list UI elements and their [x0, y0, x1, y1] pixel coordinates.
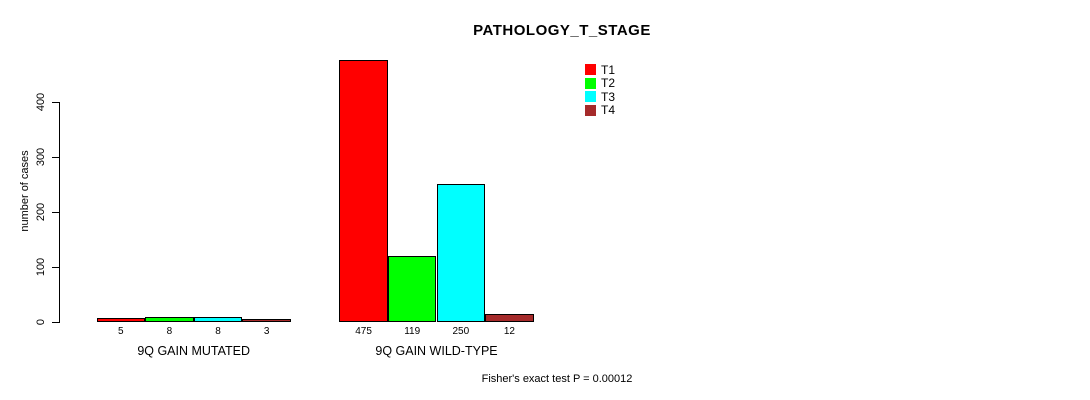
bar-t1-wildtype: [339, 59, 388, 322]
y-axis-tick-label: 100: [35, 257, 47, 277]
legend-label: T2: [601, 76, 616, 91]
x-category-label: 9Q GAIN MUTATED: [137, 344, 251, 358]
y-axis-tick: [52, 157, 59, 158]
bar-t3-mutated: [193, 316, 243, 322]
legend-label: T1: [601, 62, 616, 77]
bar-t2-wildtype: [387, 255, 437, 322]
y-axis-tick-label: 200: [35, 202, 47, 222]
y-axis-tick-label: 400: [35, 92, 47, 112]
bar-value-label: 3: [263, 326, 270, 337]
y-axis-tick: [52, 102, 59, 103]
bar-t4-mutated: [242, 319, 291, 322]
legend-swatch-t1: [585, 64, 596, 76]
y-axis-tick: [52, 322, 59, 323]
y-axis-line: [59, 102, 60, 323]
chart-title: PATHOLOGY_T_STAGE: [473, 22, 651, 39]
bar-value-label: 250: [452, 326, 470, 337]
legend-swatch-t3: [585, 91, 596, 103]
legend-item-t4: T4: [585, 104, 615, 118]
legend-swatch-t2: [585, 77, 596, 89]
legend-item-t1: T1: [585, 63, 615, 77]
legend-label: T3: [601, 89, 616, 104]
y-axis-label: number of cases: [19, 150, 31, 232]
x-category-label: 9Q GAIN WILD-TYPE: [375, 344, 498, 358]
y-axis-tick-label: 0: [35, 318, 47, 326]
bar-t3-wildtype: [436, 183, 486, 322]
bar-value-label: 475: [355, 326, 372, 337]
legend: T1 T2 T3 T4: [585, 63, 615, 117]
bar-value-label: 119: [404, 326, 421, 337]
y-axis-tick-label: 300: [35, 147, 47, 167]
y-axis-tick: [52, 267, 59, 268]
bar-t4-wildtype: [485, 314, 534, 322]
legend-item-t2: T2: [585, 77, 615, 91]
legend-item-t3: T3: [585, 90, 615, 104]
bar-value-label: 12: [503, 326, 515, 337]
y-axis-tick: [52, 212, 59, 213]
annotation-text: Fisher's exact test P = 0.00012: [481, 373, 633, 385]
bar-value-label: 8: [166, 326, 173, 337]
bar-t2-mutated: [145, 316, 194, 322]
bar-value-label: 8: [215, 326, 221, 337]
bar-value-label: 5: [118, 326, 124, 337]
legend-swatch-t4: [585, 104, 596, 116]
legend-label: T4: [601, 103, 616, 118]
bar-t1-mutated: [96, 318, 146, 322]
